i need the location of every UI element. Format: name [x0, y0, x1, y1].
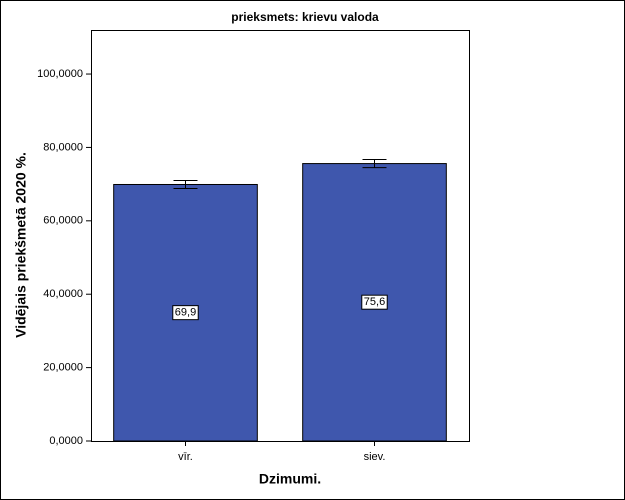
x-tick-label: siev. — [364, 451, 386, 463]
y-tick-label: 40,0000 — [43, 288, 83, 300]
y-tick-label: 20,0000 — [43, 362, 83, 374]
y-tick-label: 0,0000 — [49, 435, 83, 447]
y-tick-label: 60,0000 — [43, 215, 83, 227]
chart-title: prieksmets: krievu valoda — [231, 10, 379, 24]
value-label-box — [361, 294, 388, 310]
x-tick-label: vīr. — [178, 451, 193, 463]
y-tick-label: 100,0000 — [37, 68, 83, 80]
y-tick-label: 80,0000 — [43, 141, 83, 153]
value-label: 69,9 — [175, 307, 196, 319]
x-axis-label: Dzimumi. — [259, 471, 321, 487]
error-bar — [173, 179, 198, 190]
error-bar — [362, 159, 387, 169]
value-label-box — [172, 305, 199, 321]
y-axis-label: Vidējais priekšmetā 2020 %. — [13, 152, 29, 338]
value-label: 75,6 — [364, 296, 385, 308]
